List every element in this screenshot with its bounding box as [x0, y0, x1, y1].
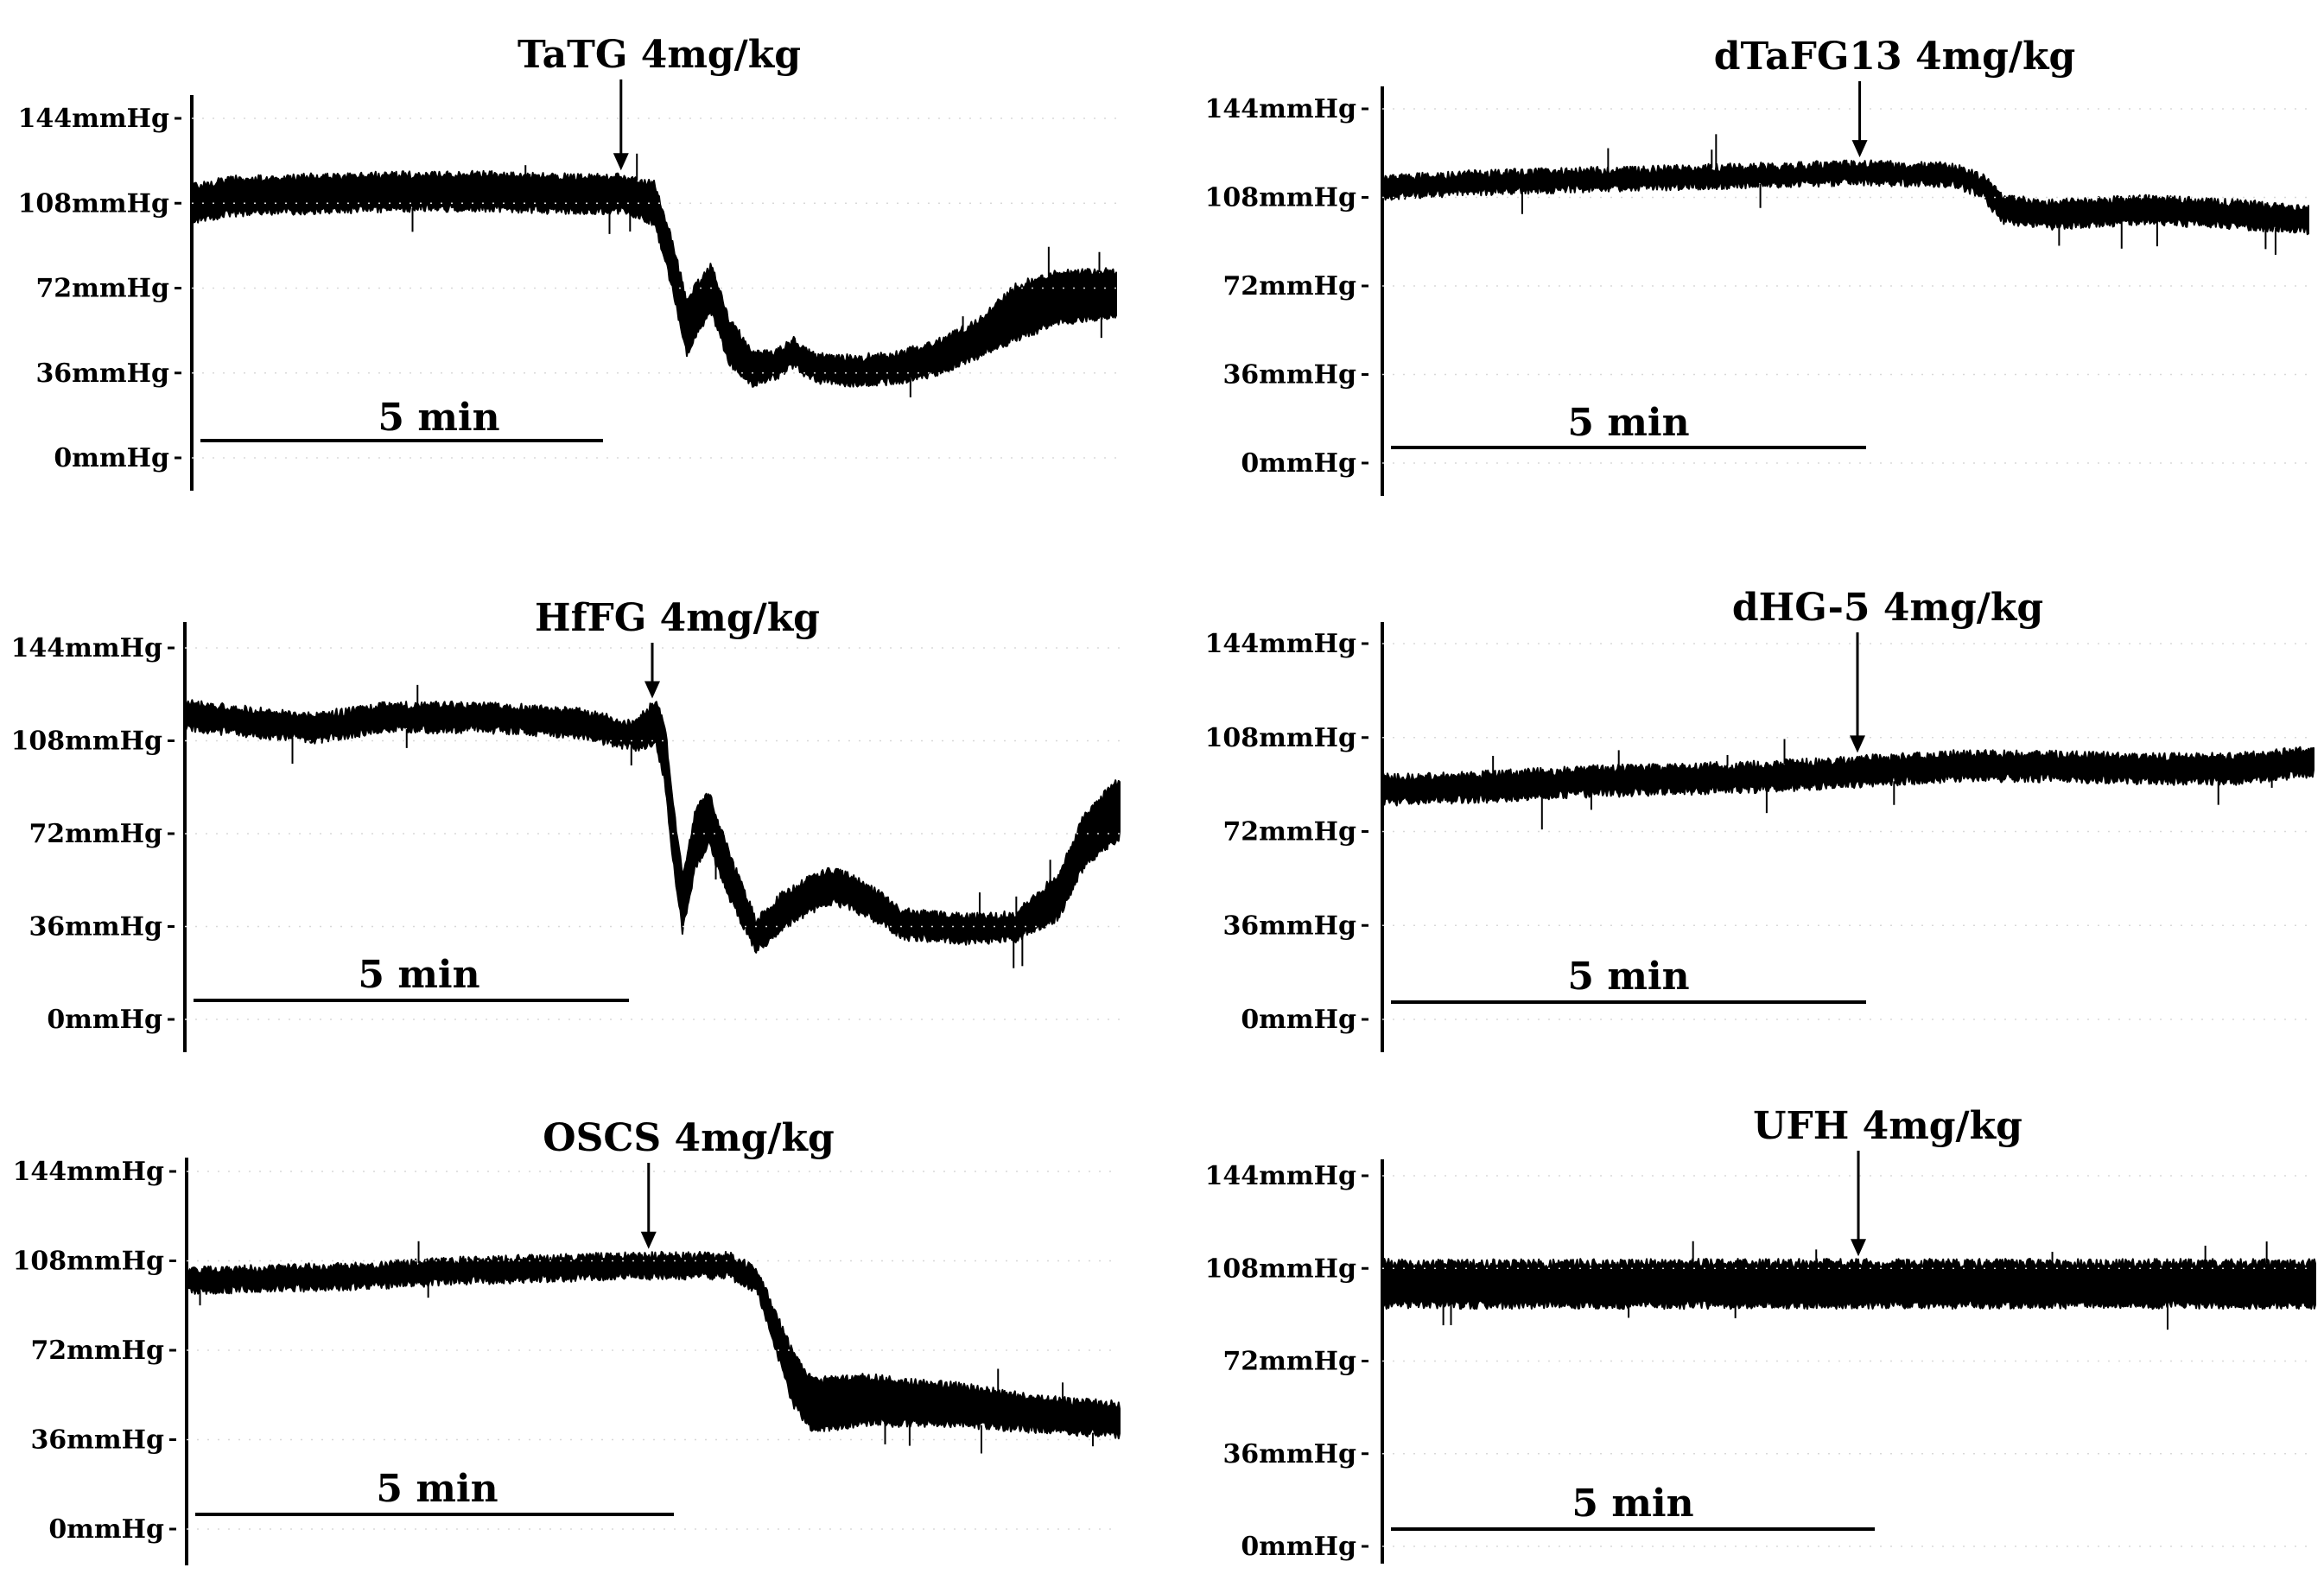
- y-tick-label-144: 144mmHg: [1205, 1161, 1356, 1191]
- y-tick-label-36: 36mmHg: [1222, 360, 1356, 390]
- trace-dtafg13: [1381, 134, 2309, 255]
- y-tick-label-36: 36mmHg: [1222, 1439, 1356, 1469]
- panel-title: OSCS 4mg/kg: [543, 1116, 834, 1160]
- y-tick-label-108: 108mmHg: [18, 188, 169, 219]
- injection-arrow-head: [1851, 140, 1868, 158]
- y-tick-label-0: 0mmHg: [47, 1005, 162, 1035]
- y-tick-label-108: 108mmHg: [11, 727, 162, 757]
- panel-title: TaTG 4mg/kg: [518, 33, 801, 77]
- scale-bar-label: 5 min: [358, 953, 479, 997]
- trace-oscs: [186, 1241, 1121, 1454]
- scale-bar-label: 5 min: [378, 396, 499, 440]
- scale-bar-label: 5 min: [1567, 955, 1689, 999]
- scale-bar-label: 5 min: [376, 1467, 498, 1511]
- panel-title: HfFG 4mg/kg: [535, 596, 820, 640]
- injection-arrow-head: [640, 1231, 657, 1249]
- injection-arrow-head: [1850, 735, 1865, 753]
- panel-ufh: UFH 4mg/kg 0mmHg 36mmHg 72mmHg 108mmHg 144mm…: [1205, 1104, 2316, 1564]
- pressure-trace: [1381, 746, 2314, 807]
- y-tick-label-36: 36mmHg: [1222, 911, 1356, 941]
- panel-title: dTaFG13 4mg/kg: [1714, 35, 2075, 79]
- y-tick-label-144: 144mmHg: [1205, 94, 1356, 124]
- panel-dhg5: dHG-5 4mg/kg 0mmHg 36mmHg 72mmHg 108mmHg 144…: [1205, 586, 2314, 1052]
- y-tick-label-72: 72mmHg: [30, 1336, 164, 1366]
- scale-bar-label: 5 min: [1567, 401, 1689, 445]
- pressure-trace: [184, 699, 1121, 954]
- panel-hffg: HfFG 4mg/kg 0mmHg 36mmHg 72mmHg 108mmHg 144m…: [11, 596, 1121, 1052]
- panel-title: dHG-5 4mg/kg: [1732, 586, 2043, 630]
- y-tick-label-0: 0mmHg: [1241, 1005, 1356, 1035]
- y-tick-label-0: 0mmHg: [1241, 448, 1356, 479]
- trace-hffg: [184, 684, 1121, 968]
- y-tick-label-144: 144mmHg: [13, 1157, 164, 1187]
- y-tick-label-108: 108mmHg: [1205, 1253, 1356, 1284]
- y-tick-label-72: 72mmHg: [29, 819, 162, 849]
- panel-tatg: TaTG 4mg/kg 0mmHg 36mmHg 72mmHg 108mmHg 144m…: [18, 33, 1117, 491]
- y-tick-label-0: 0mmHg: [54, 443, 169, 473]
- y-tick-label-144: 144mmHg: [1205, 629, 1356, 659]
- y-tick-label-72: 72mmHg: [1222, 1347, 1356, 1377]
- y-tick-label-108: 108mmHg: [1205, 183, 1356, 213]
- y-tick-label-144: 144mmHg: [11, 633, 162, 663]
- scale-bar-label: 5 min: [1572, 1482, 1693, 1526]
- y-tick-label-0: 0mmHg: [1241, 1532, 1356, 1562]
- y-tick-label-0: 0mmHg: [48, 1514, 164, 1545]
- injection-arrow-head: [1851, 1239, 1867, 1257]
- panel-oscs: OSCS 4mg/kg 0mmHg 36mmHg 72mmHg 108mmHg 144m…: [13, 1116, 1121, 1565]
- panel-dtafg13: dTaFG13 4mg/kg 0mmHg 36mmHg 72mmHg 108mmHg 1…: [1205, 35, 2309, 496]
- y-tick-label-36: 36mmHg: [30, 1425, 164, 1456]
- trace-dhg5: [1381, 739, 2314, 830]
- pressure-trace: [191, 169, 1117, 388]
- panel-title: UFH 4mg/kg: [1753, 1104, 2022, 1148]
- y-tick-label-36: 36mmHg: [35, 359, 169, 389]
- pressure-trace: [1381, 159, 2309, 236]
- y-tick-label-36: 36mmHg: [29, 912, 162, 942]
- y-tick-label-72: 72mmHg: [1222, 817, 1356, 847]
- trace-tatg: [191, 153, 1117, 397]
- injection-arrow-head: [644, 681, 660, 699]
- injection-arrow-head: [613, 153, 629, 171]
- y-tick-label-72: 72mmHg: [1222, 271, 1356, 301]
- y-tick-label-108: 108mmHg: [1205, 723, 1356, 753]
- trace-ufh: [1381, 1241, 2316, 1330]
- pressure-trace: [1381, 1258, 2316, 1311]
- y-tick-label-72: 72mmHg: [35, 274, 169, 304]
- y-tick-label-108: 108mmHg: [13, 1247, 164, 1277]
- y-tick-label-144: 144mmHg: [18, 104, 169, 134]
- pressure-trace: [186, 1250, 1121, 1440]
